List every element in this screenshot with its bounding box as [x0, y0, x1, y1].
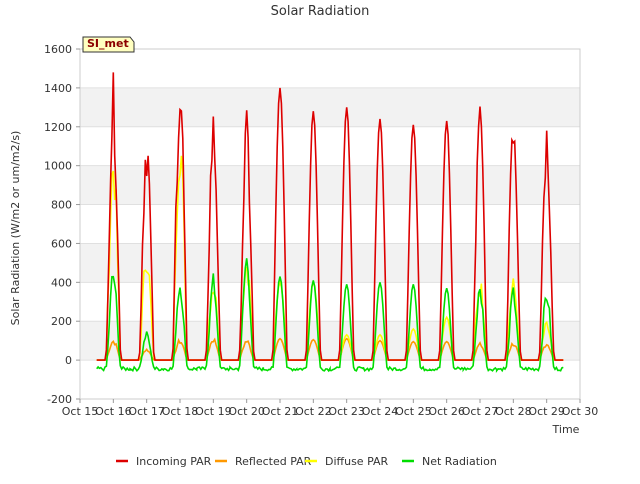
- background-bands: [80, 87, 580, 361]
- y-tick-label: 800: [51, 199, 72, 212]
- series-layer: [96, 72, 564, 374]
- y-tick-label: 1600: [44, 43, 72, 56]
- x-tick-label: Oct 24: [362, 405, 399, 418]
- x-tick-label: Oct 23: [328, 405, 365, 418]
- y-tick-label: 600: [51, 237, 72, 250]
- x-tick-label: Oct 28: [495, 405, 532, 418]
- y-tick-label: 1000: [44, 160, 72, 173]
- si-met-badge-label: SI_met: [87, 37, 129, 50]
- si-met-badge: SI_met: [82, 36, 135, 53]
- y-tick-label: 400: [51, 276, 72, 289]
- y-tick-label: -200: [47, 393, 72, 406]
- y-tick-label: 200: [51, 315, 72, 328]
- y-axis-ticks: -200 0 200 400 600 800 1000 1200 1400 1600: [44, 43, 80, 406]
- x-tick-label: Oct 17: [128, 405, 165, 418]
- legend: Incoming PAR Reflected PAR Diffuse PAR Net …: [116, 455, 497, 468]
- x-tick-label: Oct 21: [262, 405, 299, 418]
- y-tick-label: 1200: [44, 121, 72, 134]
- band: [80, 243, 580, 283]
- series-line-net-radiation: [96, 258, 564, 374]
- legend-label: Net Radiation: [422, 455, 497, 468]
- x-axis-label: Time: [552, 423, 580, 436]
- x-tick-label: Oct 29: [528, 405, 565, 418]
- band: [80, 87, 580, 127]
- x-tick-label: Oct 25: [395, 405, 432, 418]
- band: [80, 321, 580, 361]
- y-tick-label: 1400: [44, 82, 72, 95]
- band: [80, 165, 580, 205]
- x-tick-label: Oct 20: [228, 405, 265, 418]
- y-tick-label: 0: [65, 354, 72, 367]
- series-line-incoming-par: [96, 72, 564, 361]
- chart-title: Solar Radiation: [271, 4, 370, 19]
- x-tick-label: Oct 18: [162, 405, 199, 418]
- x-tick-label: Oct 30: [562, 405, 599, 418]
- y-axis-label: Solar Radiation (W/m2 or um/m2/s): [9, 131, 22, 326]
- x-tick-label: Oct 26: [428, 405, 465, 418]
- x-tick-label: Oct 19: [195, 405, 232, 418]
- legend-label: Reflected PAR: [235, 455, 312, 468]
- legend-label: Incoming PAR: [136, 455, 212, 468]
- x-tick-label: Oct 27: [462, 405, 499, 418]
- x-tick-label: Oct 22: [295, 405, 332, 418]
- plot-frame: [79, 48, 581, 400]
- legend-label: Diffuse PAR: [325, 455, 389, 468]
- x-tick-label: Oct 16: [95, 405, 132, 418]
- x-tick-label: Oct 15: [62, 405, 99, 418]
